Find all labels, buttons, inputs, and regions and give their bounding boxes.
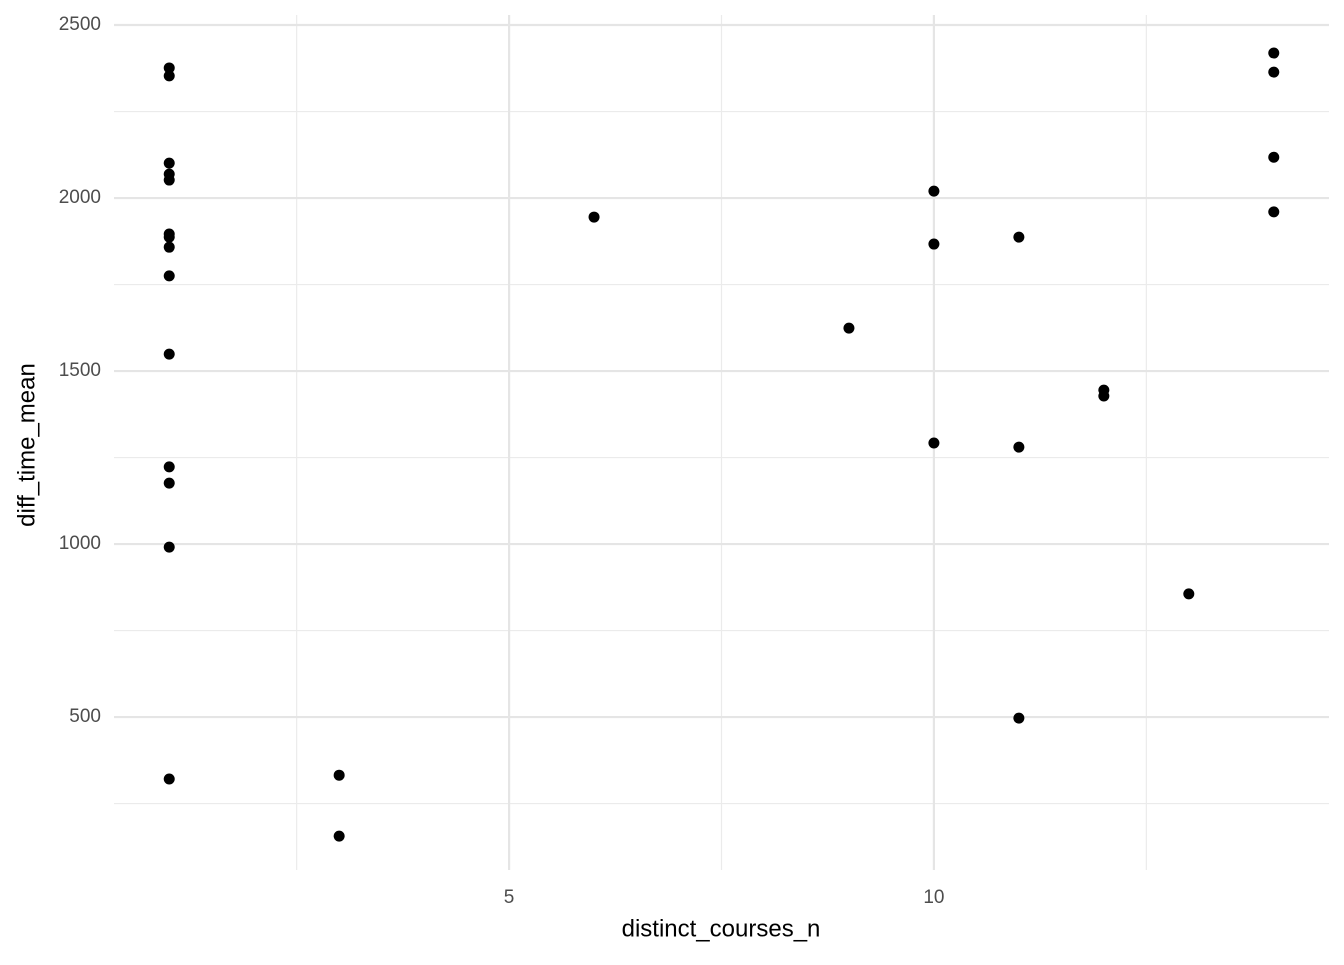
point <box>843 322 855 334</box>
point <box>1013 231 1025 243</box>
y-tick-label: 1000 <box>59 533 101 554</box>
point <box>928 238 940 250</box>
point <box>928 437 940 449</box>
point <box>163 270 175 282</box>
y-tick-label: 2000 <box>59 187 101 208</box>
point <box>1013 441 1025 453</box>
point <box>928 185 940 197</box>
y-tick-label: 1500 <box>59 360 101 381</box>
point <box>333 769 345 781</box>
point <box>163 231 175 243</box>
x-tick-label: 5 <box>504 887 515 908</box>
point <box>163 348 175 360</box>
point <box>1098 390 1110 402</box>
point <box>163 62 175 74</box>
point <box>163 70 175 82</box>
point <box>163 461 175 473</box>
x-axis-title: distinct_courses_n <box>622 915 821 942</box>
y-axis-title: diff_time_mean <box>13 363 40 527</box>
point <box>1183 588 1195 600</box>
point <box>163 241 175 253</box>
point <box>1268 47 1280 59</box>
point <box>163 773 175 785</box>
point <box>333 830 345 842</box>
point <box>1268 206 1280 218</box>
point <box>1268 151 1280 163</box>
point <box>1013 712 1025 724</box>
point <box>163 157 175 169</box>
point <box>163 541 175 553</box>
point <box>588 211 600 223</box>
point <box>163 477 175 489</box>
x-tick-label: 10 <box>923 887 944 908</box>
point <box>163 174 175 186</box>
y-tick-label: 500 <box>69 706 101 727</box>
y-tick-label: 2500 <box>59 14 101 35</box>
point <box>1268 66 1280 78</box>
